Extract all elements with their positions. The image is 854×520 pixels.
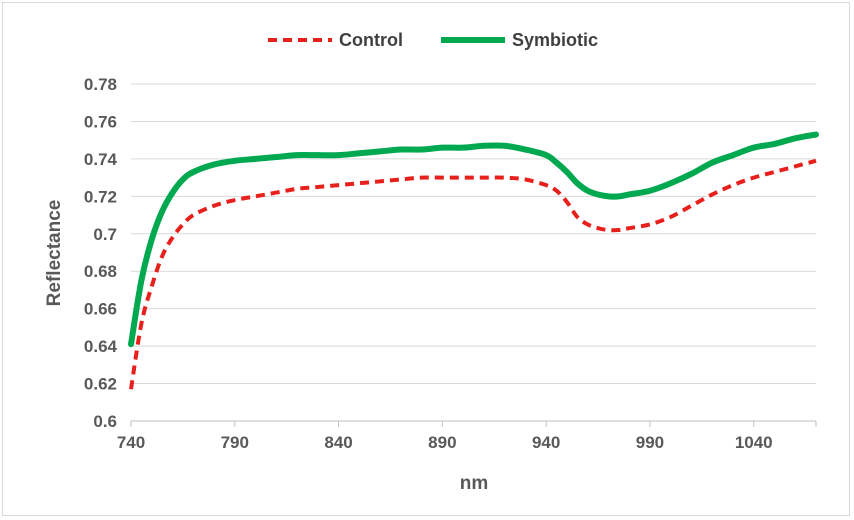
series-lines xyxy=(128,131,819,390)
y-tick-label: 0.62 xyxy=(84,375,117,394)
y-tick-label: 0.7 xyxy=(93,225,117,244)
y-tick-label: 0.64 xyxy=(84,337,118,356)
y-tick-label: 0.66 xyxy=(84,300,117,319)
legend: Control Symbiotic xyxy=(268,30,598,50)
tick-labels: 0.6 0.62 0.64 0.66 0.68 0.7 0.72 0.74 0.76 0.78 74… xyxy=(84,75,773,452)
y-tick-label: 0.68 xyxy=(84,262,117,281)
y-tick-label: 0.72 xyxy=(84,187,117,206)
x-tick-label: 740 xyxy=(117,433,145,452)
y-axis-title: Reflectance xyxy=(44,200,65,307)
y-tick-label: 0.6 xyxy=(93,412,117,431)
x-tick-label: 940 xyxy=(532,433,560,452)
y-tick-label: 0.74 xyxy=(84,150,118,169)
legend-label-symbiotic: Symbiotic xyxy=(512,30,598,50)
series-line-control xyxy=(129,158,817,390)
gridlines xyxy=(131,83,816,385)
series-line-symbiotic xyxy=(128,131,819,348)
x-tick-label: 1040 xyxy=(735,433,773,452)
x-tick-label: 890 xyxy=(428,433,456,452)
y-tick-label: 0.78 xyxy=(84,75,117,94)
legend-label-control: Control xyxy=(339,30,403,50)
x-tick-label: 790 xyxy=(221,433,249,452)
y-tick-label: 0.76 xyxy=(84,112,117,131)
x-axis-title: nm xyxy=(460,473,489,494)
axes xyxy=(130,420,817,427)
x-tick-label: 840 xyxy=(324,433,352,452)
x-tick-label: 990 xyxy=(636,433,664,452)
